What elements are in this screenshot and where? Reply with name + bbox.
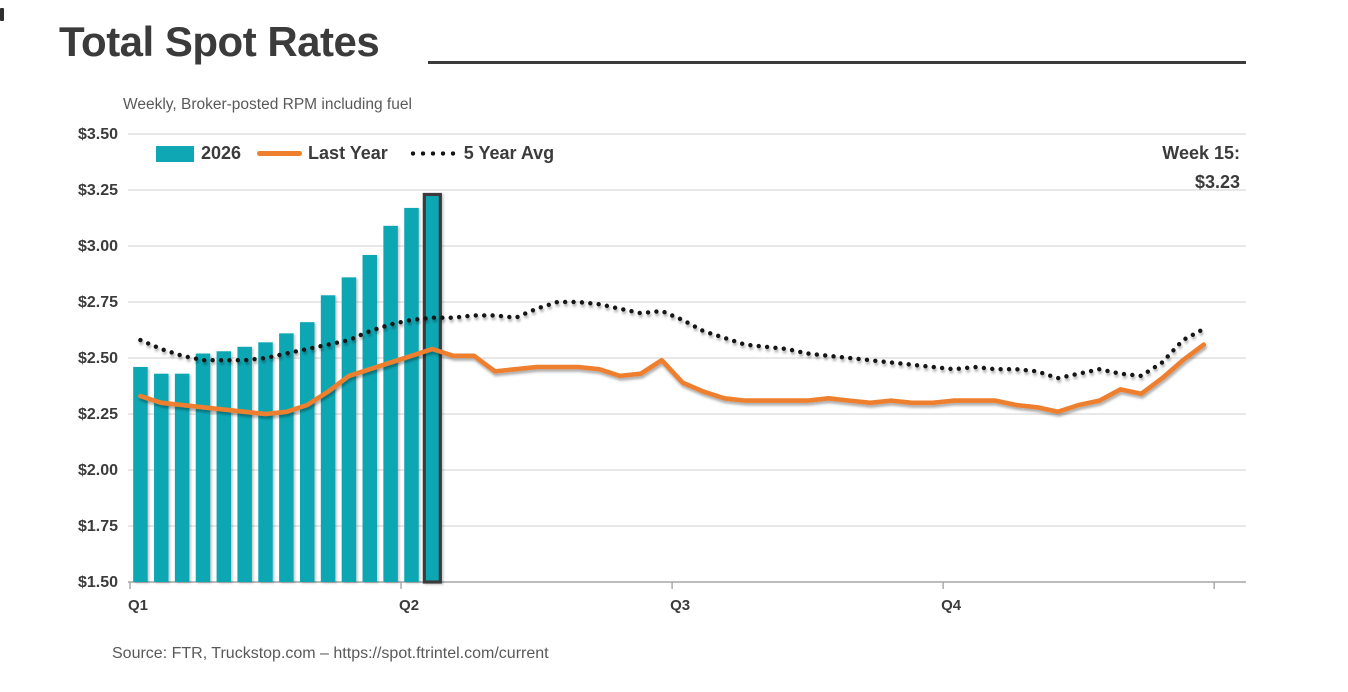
- bar-week-12: [362, 254, 378, 582]
- five-year-avg-line: [138, 299, 1207, 381]
- bar-week-4: [195, 353, 211, 582]
- bar-week-1: [133, 366, 148, 582]
- legend-label-5-year-avg: 5 Year Avg: [463, 143, 555, 163]
- page-title: Total Spot Rates: [59, 18, 380, 65]
- dotted-series-swatch-icon: [407, 151, 458, 156]
- y-axis-label: $2.00: [78, 462, 118, 479]
- bar-week-5: [216, 351, 232, 582]
- bar-week-10: [320, 295, 336, 582]
- x-axis-label-q2: Q2: [399, 597, 419, 614]
- source-note: Source: FTR, Truckstop.com – https://spo…: [112, 645, 549, 662]
- x-axis: Q1 Q2 Q3 Q4: [128, 582, 1215, 614]
- bar-week-11: [341, 277, 357, 582]
- legend-item-5-year-avg: 5 Year Avg: [407, 143, 555, 164]
- chart-legend: 2026 Last Year 5 Year Avg: [156, 143, 554, 164]
- legend-label-2026: 2026: [201, 143, 242, 163]
- y-axis-label: $1.75: [78, 518, 118, 535]
- legend-label-last-year: Last Year: [308, 143, 388, 163]
- legend-item-2026: 2026: [156, 143, 241, 164]
- callout-value: $3.23: [1194, 172, 1240, 192]
- latest-value-callout: Week 15: $3.23: [1162, 139, 1240, 197]
- bar-week-6: [237, 346, 252, 582]
- bar-week-13: [383, 225, 398, 582]
- bar-week-2: [154, 373, 169, 582]
- bar-week-9: [299, 322, 315, 582]
- y-axis-labels: $3.50 $3.25 $3.00 $2.75 $2.50 $2.25 $2.00 $1.75…: [78, 126, 118, 591]
- y-axis-label: $3.00: [78, 238, 118, 255]
- legend-item-last-year: Last Year: [257, 143, 388, 164]
- x-axis-label-q4: Q4: [941, 597, 962, 614]
- bar-series-swatch-icon: [156, 145, 194, 162]
- bar-week-15-highlighted: [422, 192, 442, 584]
- bar-week-14: [404, 207, 419, 583]
- x-axis-label-q3: Q3: [670, 597, 690, 614]
- bar-week-3: [174, 373, 190, 582]
- screen-edge-artifact: [0, 8, 4, 21]
- chart-subtitle: Weekly, Broker-posted RPM including fuel: [123, 96, 412, 113]
- title-underline: [428, 61, 1246, 64]
- y-axis-label: $2.25: [78, 406, 118, 423]
- bar-week-8: [279, 333, 294, 582]
- gridlines: [128, 133, 1246, 583]
- line-series-swatch-icon: [257, 151, 303, 156]
- x-axis-label-q1: Q1: [128, 597, 148, 614]
- y-axis-label: $3.50: [78, 126, 118, 143]
- y-axis-label: $2.75: [78, 294, 118, 311]
- bar-week-7: [258, 342, 273, 582]
- y-axis-label: $3.25: [78, 182, 118, 199]
- y-axis-label: $2.50: [78, 350, 118, 367]
- callout-week-label: Week 15:: [1162, 143, 1240, 163]
- y-axis-label: $1.50: [78, 574, 118, 591]
- last-year-line: [138, 342, 1207, 417]
- bars-2026: [133, 192, 442, 584]
